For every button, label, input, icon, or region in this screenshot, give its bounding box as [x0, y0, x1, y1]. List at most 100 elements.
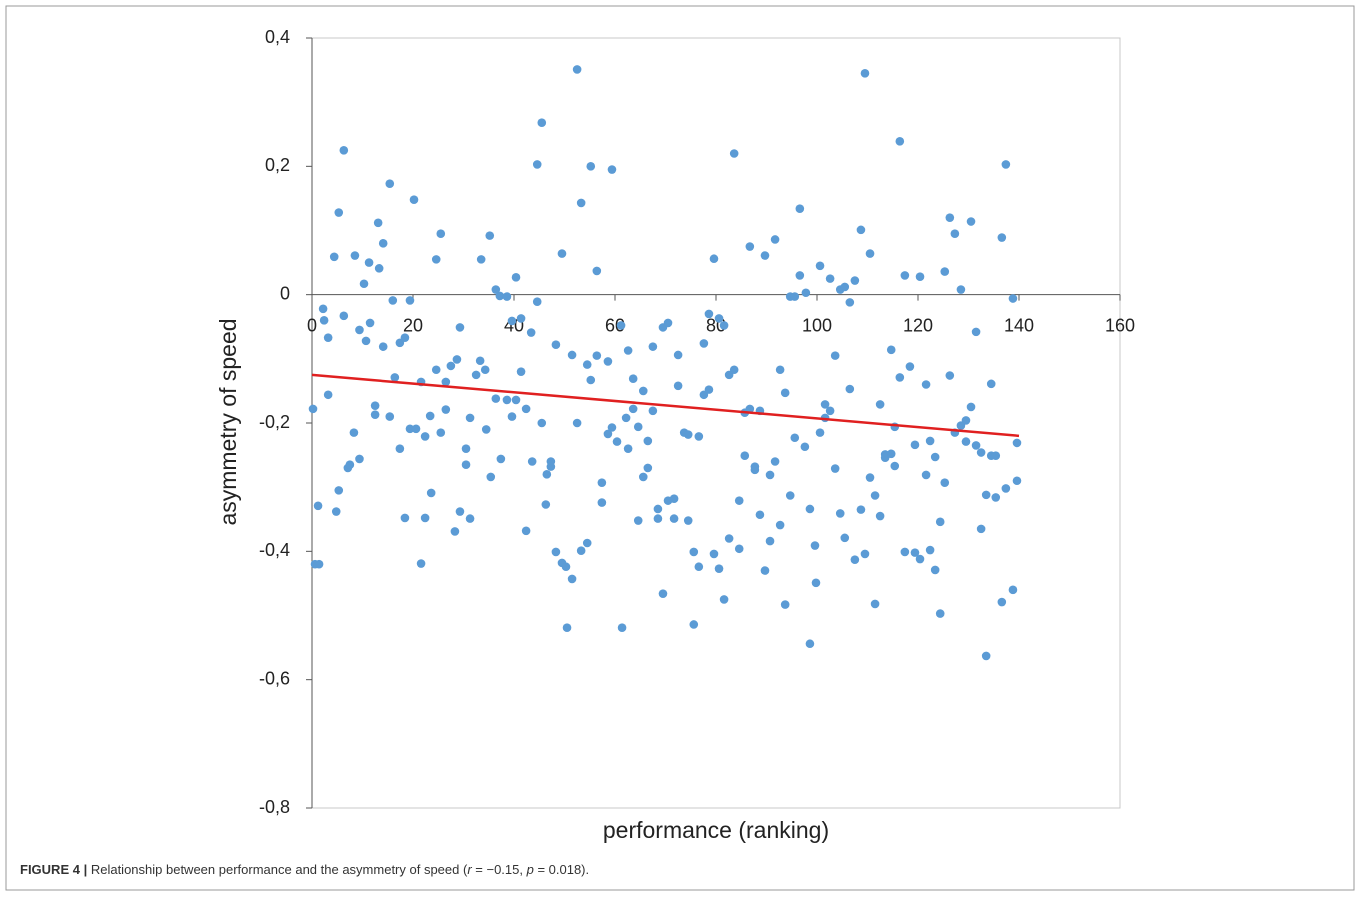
data-point — [915, 272, 925, 282]
data-point — [875, 511, 885, 521]
y-tick-label: -0,4 — [259, 540, 290, 560]
data-point — [374, 264, 384, 273]
data-point — [895, 373, 905, 382]
x-tick-label: 60 — [605, 315, 625, 335]
data-point — [910, 440, 920, 450]
data-point — [921, 470, 931, 480]
data-point — [870, 491, 880, 500]
data-point — [385, 179, 395, 188]
data-point — [420, 513, 430, 523]
data-point — [840, 533, 850, 543]
data-point — [388, 296, 398, 305]
data-point — [719, 595, 729, 604]
data-point — [373, 218, 383, 228]
data-point — [950, 229, 960, 239]
data-point — [465, 514, 475, 523]
data-point — [516, 314, 526, 323]
data-point — [537, 118, 547, 127]
data-point — [709, 254, 719, 264]
data-point — [935, 609, 945, 618]
data-point — [840, 282, 850, 292]
data-point — [740, 451, 750, 461]
data-point — [709, 549, 719, 559]
data-point — [815, 261, 825, 271]
data-point — [997, 597, 1007, 607]
data-point — [704, 385, 714, 394]
data-point — [623, 444, 633, 453]
data-point — [961, 416, 971, 425]
data-point — [930, 565, 940, 575]
data-point — [313, 501, 323, 511]
data-point — [532, 160, 542, 169]
data-point — [491, 285, 501, 294]
data-point — [729, 149, 739, 158]
data-point — [481, 425, 491, 434]
data-point — [850, 276, 860, 285]
data-point — [502, 292, 512, 301]
data-point — [365, 318, 375, 328]
data-point — [339, 145, 349, 155]
data-point — [461, 460, 471, 470]
x-tick-label: 160 — [1105, 315, 1135, 335]
data-point — [378, 239, 388, 248]
data-point — [775, 365, 785, 375]
data-point — [986, 379, 996, 389]
data-point — [981, 490, 991, 500]
data-point — [628, 404, 638, 414]
data-point — [875, 400, 885, 409]
x-tick-label: 0 — [307, 315, 317, 335]
data-point — [532, 297, 542, 307]
data-point — [441, 405, 451, 414]
data-point — [425, 411, 435, 421]
data-point — [486, 472, 496, 482]
data-point — [370, 410, 380, 419]
data-point — [400, 333, 410, 342]
data-point — [714, 564, 724, 573]
data-point — [805, 504, 815, 514]
data-point — [785, 491, 795, 500]
data-point — [976, 448, 986, 457]
data-point — [820, 400, 830, 409]
data-point — [760, 566, 770, 575]
data-point — [770, 235, 780, 244]
data-point — [940, 478, 950, 487]
data-point — [966, 217, 976, 226]
data-point — [811, 578, 821, 588]
data-point — [805, 639, 815, 649]
data-point — [436, 428, 446, 437]
data-point — [860, 549, 870, 559]
data-point — [673, 381, 683, 391]
data-point — [628, 374, 638, 384]
data-point — [945, 371, 955, 380]
data-point — [694, 562, 704, 572]
data-point — [308, 404, 318, 414]
data-point — [689, 620, 699, 629]
data-point — [694, 432, 704, 441]
y-tick-label: -0,8 — [259, 797, 290, 817]
data-point — [991, 451, 1001, 461]
data-point — [411, 424, 421, 434]
data-point — [765, 470, 775, 480]
data-point — [795, 204, 805, 213]
data-point — [845, 384, 855, 394]
caption-text: r — [467, 862, 472, 877]
data-point — [621, 413, 631, 423]
plot-area — [311, 37, 1121, 809]
y-tick-label: -0,2 — [259, 412, 290, 432]
data-point — [801, 288, 811, 298]
data-point — [870, 599, 880, 609]
data-point — [441, 377, 451, 387]
data-point — [329, 252, 339, 262]
data-point — [617, 623, 627, 632]
data-point — [465, 413, 475, 423]
data-point — [334, 208, 344, 217]
data-point — [724, 534, 734, 543]
data-point — [455, 507, 465, 516]
data-point — [900, 547, 910, 557]
data-point — [890, 461, 900, 471]
data-point — [835, 509, 845, 518]
data-point — [1012, 476, 1022, 486]
data-point — [886, 449, 896, 459]
caption-text: Relationship between performance and the… — [91, 862, 468, 877]
data-point — [648, 342, 658, 351]
